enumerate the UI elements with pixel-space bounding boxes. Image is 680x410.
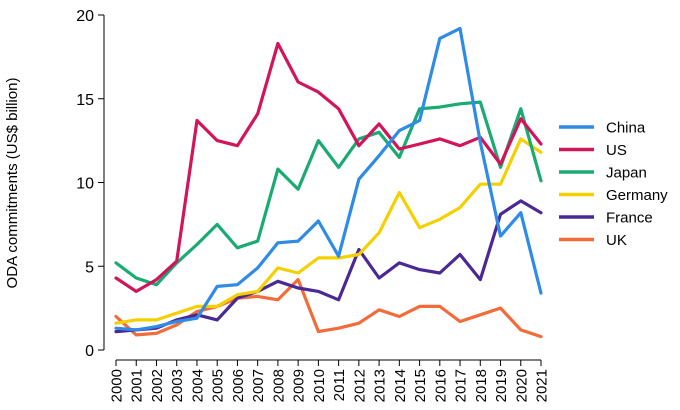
y-tick-label: 15 xyxy=(76,92,94,109)
x-tick-label: 2000 xyxy=(109,369,126,402)
series-line-france xyxy=(114,199,543,334)
x-axis: 2000 2001 2002 2003 2004 2005 2006 2007 2008 2009… xyxy=(109,359,551,402)
x-tick-label: 2007 xyxy=(250,369,267,402)
y-tick-label: 20 xyxy=(76,8,94,25)
x-tick-label: 2009 xyxy=(291,369,308,402)
y-axis-label: ODA commitments (US$ billion) xyxy=(4,78,21,289)
x-tick-label: 2011 xyxy=(331,369,348,401)
y-axis: 0 5 10 15 20 xyxy=(76,8,105,360)
x-tick-label: 2013 xyxy=(372,369,389,402)
legend-label-china: China xyxy=(606,120,646,137)
x-tick-label: 2008 xyxy=(270,369,287,402)
x-tick-label: 2005 xyxy=(210,369,227,402)
x-tick-label: 2019 xyxy=(493,369,510,402)
legend-label-us: US xyxy=(606,142,627,159)
x-tick-label: 2021 xyxy=(534,369,551,402)
legend-label-japan: Japan xyxy=(606,165,647,182)
x-tick-label: 2016 xyxy=(432,369,449,402)
series-line-china xyxy=(114,26,543,332)
legend-label-germany: Germany xyxy=(606,187,668,204)
series-line-japan xyxy=(114,100,543,287)
series-line-us xyxy=(114,41,543,293)
x-tick-label: 2014 xyxy=(392,369,409,402)
legend-label-uk: UK xyxy=(606,232,627,249)
x-tick-label: 2018 xyxy=(473,369,490,402)
series-lines xyxy=(114,26,543,339)
x-tick-label: 2002 xyxy=(149,369,166,402)
legend-label-france: France xyxy=(606,210,653,227)
x-tick-label: 2001 xyxy=(129,369,146,402)
y-tick-label: 0 xyxy=(85,343,94,360)
x-tick-label: 2017 xyxy=(453,369,470,402)
series-line-germany xyxy=(114,137,543,325)
x-tick-label: 2004 xyxy=(189,369,206,402)
legend: China US Japan Germany France UK xyxy=(559,120,668,249)
x-tick-label: 2010 xyxy=(311,369,328,402)
x-tick-label: 2015 xyxy=(412,369,429,402)
series-line-uk xyxy=(114,278,543,339)
x-tick-label: 2012 xyxy=(351,369,368,402)
y-tick-label: 5 xyxy=(85,259,94,276)
y-tick-label: 10 xyxy=(76,176,94,193)
x-tick-label: 2003 xyxy=(169,369,186,402)
x-tick-label: 2006 xyxy=(230,369,247,402)
x-tick-label: 2020 xyxy=(513,369,530,402)
